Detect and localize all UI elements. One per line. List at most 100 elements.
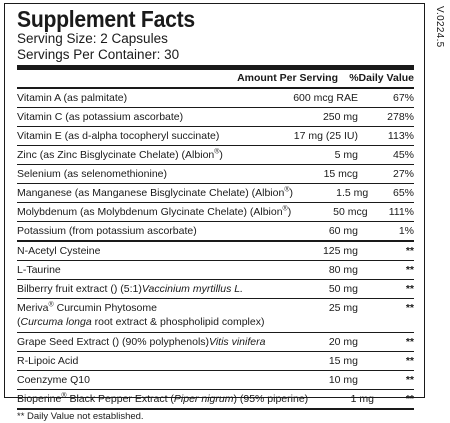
table-row: Vitamin E (as d-alpha tocopheryl succina… bbox=[17, 127, 414, 146]
amount-value: 15 mg bbox=[328, 355, 358, 367]
serving-size: Serving Size: 2 Capsules bbox=[17, 31, 168, 46]
nutrient-name-part: Manganese (as Manganese Bisglycinate Che… bbox=[17, 187, 285, 199]
nutrient-name-part: L-Taurine bbox=[17, 264, 61, 276]
amount-value: 5 mg bbox=[334, 149, 358, 161]
nutrient-name: N-Acetyl Cysteine bbox=[17, 242, 266, 260]
nutrient-name-part: Vitamin E (as d-alpha tocopheryl succina… bbox=[17, 130, 220, 142]
nutrient-name-part: ® bbox=[61, 392, 67, 400]
nutrient-name-part: Bilberry fruit extract ( bbox=[17, 283, 114, 295]
nutrient-name-part: ) (5:1) bbox=[113, 283, 142, 295]
nutrient-name-part: Selenium (as selenomethionine) bbox=[17, 168, 167, 180]
daily-value-header: %Daily Value bbox=[349, 72, 414, 84]
amount-value: 20 mg bbox=[328, 336, 358, 348]
daily-value: ** bbox=[405, 393, 414, 405]
nutrient-name: L-Taurine bbox=[17, 261, 266, 279]
nutrient-name-part: ) bbox=[287, 206, 292, 218]
table-row: Manganese (as Manganese Bisglycinate Che… bbox=[17, 184, 414, 203]
nutrient-name: Coenzyme Q10 bbox=[17, 371, 266, 389]
daily-value: 65% bbox=[392, 187, 414, 199]
amount-value: 250 mg bbox=[322, 111, 358, 123]
table-row: Molybdenum (as Molybdenum Glycinate Chel… bbox=[17, 203, 414, 222]
nutrient-name: Bilberry fruit extract () (5:1)Vaccinium… bbox=[17, 280, 266, 298]
nutrient-name: Vitamin E (as d-alpha tocopheryl succina… bbox=[17, 127, 266, 145]
daily-value: ** bbox=[405, 336, 414, 348]
nutrient-name-part: Grape Seed Extract ( bbox=[17, 336, 116, 348]
nutrient-name-part: Vitamin A (as palmitate) bbox=[17, 92, 128, 104]
nutrient-name-part: Coenzyme Q10 bbox=[17, 374, 90, 386]
nutrient-name-part: root extract & phospholipid complex) bbox=[91, 316, 265, 328]
amount-value: 50 mg bbox=[328, 283, 358, 295]
table-row: Meriva® Curcumin Phytosome (Curcuma longa… bbox=[17, 299, 414, 333]
table-row: R-Lipoic Acid 15 mg ** bbox=[17, 352, 414, 371]
daily-value: 27% bbox=[392, 168, 414, 180]
nutrient-name-part: Vitamin C (as potassium ascorbate) bbox=[17, 111, 184, 123]
nutrient-name-part: Curcumin Phytosome bbox=[53, 302, 157, 314]
nutrient-name-part: Curcuma longa bbox=[20, 316, 92, 328]
daily-value: 1% bbox=[398, 225, 414, 237]
daily-value: ** bbox=[405, 302, 414, 314]
nutrient-name-part: ) bbox=[219, 149, 223, 161]
nutrient-name-part: N-Acetyl Cysteine bbox=[17, 245, 101, 257]
nutrient-name: Vitamin A (as palmitate) bbox=[17, 89, 266, 107]
nutrient-name-part: ) (95% piperine) bbox=[233, 393, 309, 405]
nutrient-name: Bioperine® Black Pepper Extract (Piper n… bbox=[17, 390, 308, 408]
daily-value: 113% bbox=[387, 130, 414, 142]
amount-value: 80 mg bbox=[328, 264, 358, 276]
table-row: L-Taurine 80 mg ** bbox=[17, 261, 414, 280]
table-row: Selenium (as selenomethionine) 15 mcg 27% bbox=[17, 165, 414, 184]
amount-value: 25 mg bbox=[328, 302, 358, 314]
table-row: Vitamin C (as potassium ascorbate) 250 mg… bbox=[17, 108, 414, 127]
panel-title: Supplement Facts bbox=[17, 6, 195, 32]
amount-value: 17 mg (25 IU) bbox=[293, 130, 358, 142]
nutrient-name-part: Piper nigrum bbox=[173, 393, 234, 405]
daily-value: ** bbox=[405, 355, 414, 367]
nutrient-name: Molybdenum (as Molybdenum Glycinate Chel… bbox=[17, 203, 291, 221]
nutrient-name-part: ( bbox=[17, 316, 21, 328]
nutrient-name-part: Vaccinium myrtillus L. bbox=[141, 283, 244, 295]
amount-value: 15 mcg bbox=[323, 168, 358, 180]
thick-divider bbox=[17, 65, 414, 70]
nutrient-name: Zinc (as Zinc Bisglycinate Chelate) (Alb… bbox=[17, 146, 266, 164]
supplement-facts-panel: Supplement Facts Serving Size: 2 Capsule… bbox=[4, 3, 425, 422]
nutrient-name: R-Lipoic Acid bbox=[17, 352, 266, 370]
nutrient-name-part: ) (90% polyphenols) bbox=[115, 336, 210, 348]
table-row: Grape Seed Extract () (90% polyphenols)V… bbox=[17, 333, 414, 352]
amount-value: 50 mcg bbox=[333, 206, 368, 218]
nutrient-name-part: Bioperine bbox=[17, 393, 62, 405]
nutrient-name: Grape Seed Extract () (90% polyphenols)V… bbox=[17, 333, 266, 351]
amount-value: 60 mg bbox=[328, 225, 358, 237]
nutrient-name-part: ® bbox=[284, 186, 290, 194]
daily-value: 45% bbox=[392, 149, 414, 161]
daily-value: ** bbox=[405, 374, 414, 386]
table-row: Zinc (as Zinc Bisglycinate Chelate) (Alb… bbox=[17, 146, 414, 165]
nutrient-name: Potassium (from potassium ascorbate) bbox=[17, 222, 266, 240]
table-row: Bioperine® Black Pepper Extract (Piper n… bbox=[17, 390, 414, 410]
daily-value: ** bbox=[405, 245, 414, 257]
nutrient-name-part: R-Lipoic Acid bbox=[17, 355, 79, 367]
nutrient-name-part: Potassium (from potassium ascorbate) bbox=[17, 225, 197, 237]
amount-value: 10 mg bbox=[328, 374, 358, 386]
amount-value: 1 mg bbox=[350, 393, 374, 405]
nutrient-table: Vitamin A (as palmitate) 600 mcg RAE 67% Vi… bbox=[17, 89, 414, 410]
amount-value: 125 mg bbox=[322, 245, 358, 257]
amount-value: 1.5 mg bbox=[336, 187, 369, 199]
servings-per-container: Servings Per Container: 30 bbox=[17, 46, 180, 62]
daily-value: ** bbox=[405, 264, 414, 276]
amount-value: 600 mcg RAE bbox=[293, 92, 358, 104]
nutrient-name-part: Meriva bbox=[17, 302, 49, 314]
footnote: ** Daily Value not established. bbox=[17, 411, 144, 422]
nutrient-name-part: Zinc (as Zinc Bisglycinate Chelate) (Alb… bbox=[17, 149, 215, 161]
nutrient-name-part: ® bbox=[282, 205, 288, 213]
nutrient-name: Selenium (as selenomethionine) bbox=[17, 165, 266, 183]
amount-header: Amount Per Serving bbox=[237, 72, 338, 84]
nutrient-name: Manganese (as Manganese Bisglycinate Che… bbox=[17, 184, 293, 202]
table-row: Bilberry fruit extract () (5:1)Vaccinium… bbox=[17, 280, 414, 299]
table-row: N-Acetyl Cysteine 125 mg ** bbox=[17, 242, 414, 261]
daily-value: ** bbox=[405, 283, 414, 295]
table-row: Potassium (from potassium ascorbate) 60 m… bbox=[17, 222, 414, 242]
daily-value: 278% bbox=[387, 111, 414, 123]
nutrient-name-part: Molybdenum (as Molybdenum Glycinate Chel… bbox=[17, 206, 283, 218]
column-header: Amount Per Serving %Daily Value bbox=[17, 70, 414, 89]
nutrient-name-part: ) bbox=[289, 187, 294, 199]
daily-value: 67% bbox=[392, 92, 414, 104]
